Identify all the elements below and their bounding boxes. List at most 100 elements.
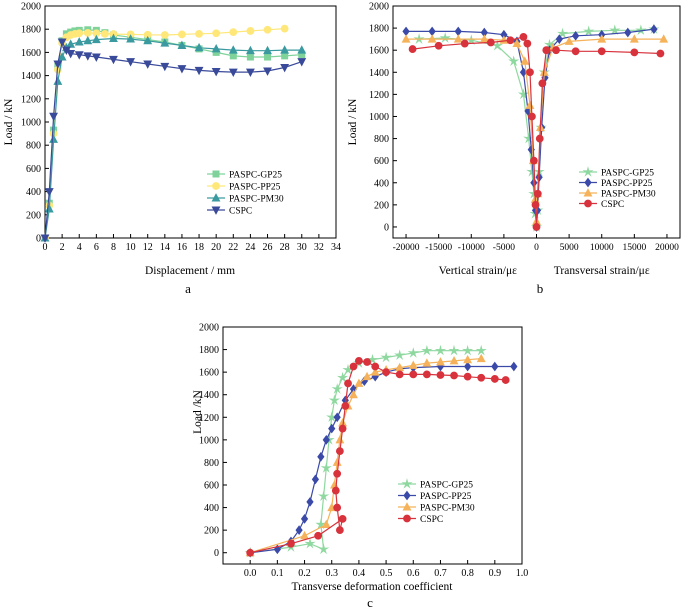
data-point — [341, 402, 350, 410]
data-point — [650, 24, 658, 35]
data-point — [659, 34, 669, 43]
data-point — [280, 63, 290, 73]
data-point — [526, 68, 534, 77]
data-point — [211, 68, 221, 77]
x-tick-label: -20000 — [393, 243, 420, 253]
series-line — [44, 40, 302, 239]
y-tick-label: 800 — [204, 458, 219, 469]
data-point — [408, 360, 418, 369]
legend-entry: PASPC-PM30 — [207, 193, 284, 205]
data-point — [331, 486, 340, 495]
data-point — [395, 370, 404, 379]
data-point — [463, 354, 473, 364]
data-point — [328, 423, 336, 434]
data-point — [246, 53, 254, 61]
data-point — [501, 376, 510, 384]
data-point — [597, 47, 606, 56]
data-point — [280, 24, 289, 33]
data-point — [287, 539, 295, 548]
data-point — [300, 530, 309, 540]
legend-marker — [212, 182, 220, 190]
data-point — [300, 514, 309, 524]
data-point — [212, 29, 221, 38]
plot-frame — [222, 326, 523, 565]
data-point — [609, 24, 621, 35]
x-tick-label: -15000 — [425, 243, 452, 253]
data-point — [228, 45, 238, 54]
legend-marker — [584, 199, 592, 208]
legend-label: PASPC-PP25 — [420, 492, 472, 502]
y-tick-label: 0 — [384, 222, 389, 233]
data-point — [143, 35, 153, 45]
data-point — [49, 134, 58, 143]
data-point — [422, 370, 431, 379]
data-point — [91, 53, 101, 62]
legend-entry: CSPC — [207, 206, 252, 217]
data-point — [409, 370, 418, 379]
y-tick-label: 800 — [374, 134, 389, 145]
data-point — [542, 46, 551, 55]
data-point — [246, 27, 255, 35]
data-point — [349, 362, 358, 371]
data-point — [83, 52, 93, 61]
data-point — [333, 503, 342, 512]
legend-marker — [402, 502, 412, 511]
data-point — [295, 525, 303, 535]
data-point — [512, 38, 522, 48]
x-tick-label: 0.0 — [244, 568, 257, 579]
data-point — [556, 27, 569, 39]
data-point — [355, 356, 363, 365]
data-point — [529, 156, 538, 165]
data-point — [74, 37, 84, 46]
data-point — [126, 34, 136, 43]
data-point — [109, 55, 118, 65]
data-point — [448, 344, 460, 356]
data-point — [328, 394, 341, 406]
legend-entry: PASPC-GP25 — [207, 170, 282, 181]
data-point — [338, 424, 347, 433]
data-point — [246, 548, 255, 557]
x-tick-label: 5000 — [560, 243, 579, 253]
y-tick-label: 2000 — [199, 323, 219, 334]
data-point — [101, 29, 109, 38]
y-tick-label: 1800 — [199, 345, 219, 356]
data-point — [486, 38, 495, 47]
data-point — [362, 371, 372, 381]
data-point — [555, 34, 563, 44]
data-point — [297, 58, 307, 67]
legend-label: PASPC-PM30 — [420, 504, 475, 514]
data-point — [531, 200, 540, 209]
panel-label: a — [185, 281, 191, 296]
data-point — [263, 25, 272, 34]
data-point — [311, 474, 320, 485]
x-tick-label: 16 — [177, 242, 187, 253]
data-point — [630, 48, 639, 57]
legend-label: CSPC — [601, 200, 624, 210]
data-point — [520, 56, 530, 65]
data-point — [178, 30, 186, 39]
y-tick-label: 0 — [214, 548, 219, 559]
data-point — [402, 26, 410, 37]
x-tick-label: 14 — [160, 242, 170, 253]
x-tick-label: 22 — [228, 242, 238, 253]
legend-marker — [584, 177, 592, 188]
y-tick-label: 1600 — [21, 48, 41, 59]
data-point — [450, 371, 458, 380]
data-point — [475, 344, 487, 356]
series-line — [44, 37, 302, 239]
data-point — [143, 60, 153, 69]
y-tick-label: 1600 — [199, 368, 219, 379]
data-point — [263, 45, 272, 55]
data-point — [83, 29, 92, 37]
y-tick-label: 200 — [204, 526, 219, 537]
legend-marker — [211, 193, 221, 202]
y-axis-label: Load / kN — [3, 98, 15, 145]
y-tick-label: 1600 — [369, 46, 389, 57]
data-point — [635, 24, 647, 36]
x-tick-label: 0.2 — [298, 568, 311, 579]
data-point — [317, 451, 325, 462]
data-point — [422, 358, 432, 367]
data-point — [523, 39, 532, 48]
y-tick-label: 600 — [204, 481, 219, 492]
data-point — [510, 361, 518, 372]
